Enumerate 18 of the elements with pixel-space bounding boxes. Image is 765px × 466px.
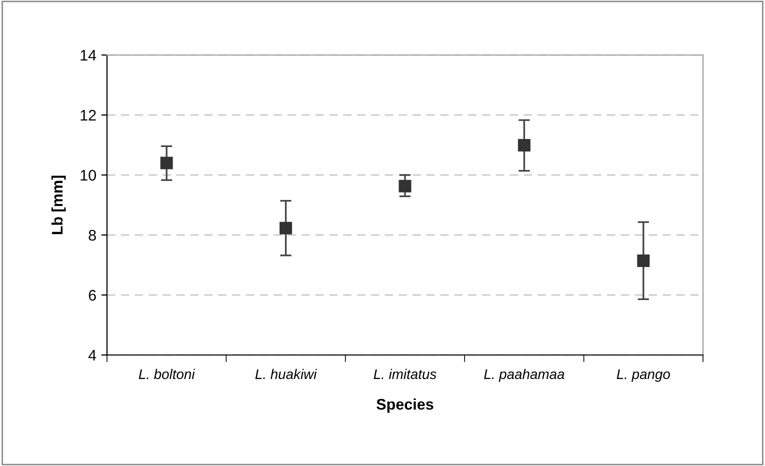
- y-axis-title: Lb [mm]: [51, 176, 66, 234]
- x-tick-label: L. huakiwi: [255, 368, 317, 380]
- x-axis-title: Species: [376, 398, 434, 413]
- point: [160, 156, 173, 170]
- point: [280, 222, 292, 234]
- y-tick-label: 4: [88, 350, 96, 361]
- y-tick-label: 14: [80, 50, 96, 61]
- y-tick-label: 6: [88, 290, 96, 301]
- x-tick-label: L. imitatus: [374, 368, 436, 380]
- point: [398, 180, 412, 192]
- y-tick-label: 10: [80, 170, 96, 181]
- x-tick-label: L. boltoni: [138, 368, 196, 380]
- x-tick-label: L. paahamaa: [484, 368, 564, 382]
- x-tick-label: L. pango: [616, 369, 670, 382]
- y-tick-label: 12: [80, 110, 96, 121]
- point: [518, 139, 530, 152]
- point: [637, 254, 650, 268]
- y-tick-label: 8: [88, 230, 96, 241]
